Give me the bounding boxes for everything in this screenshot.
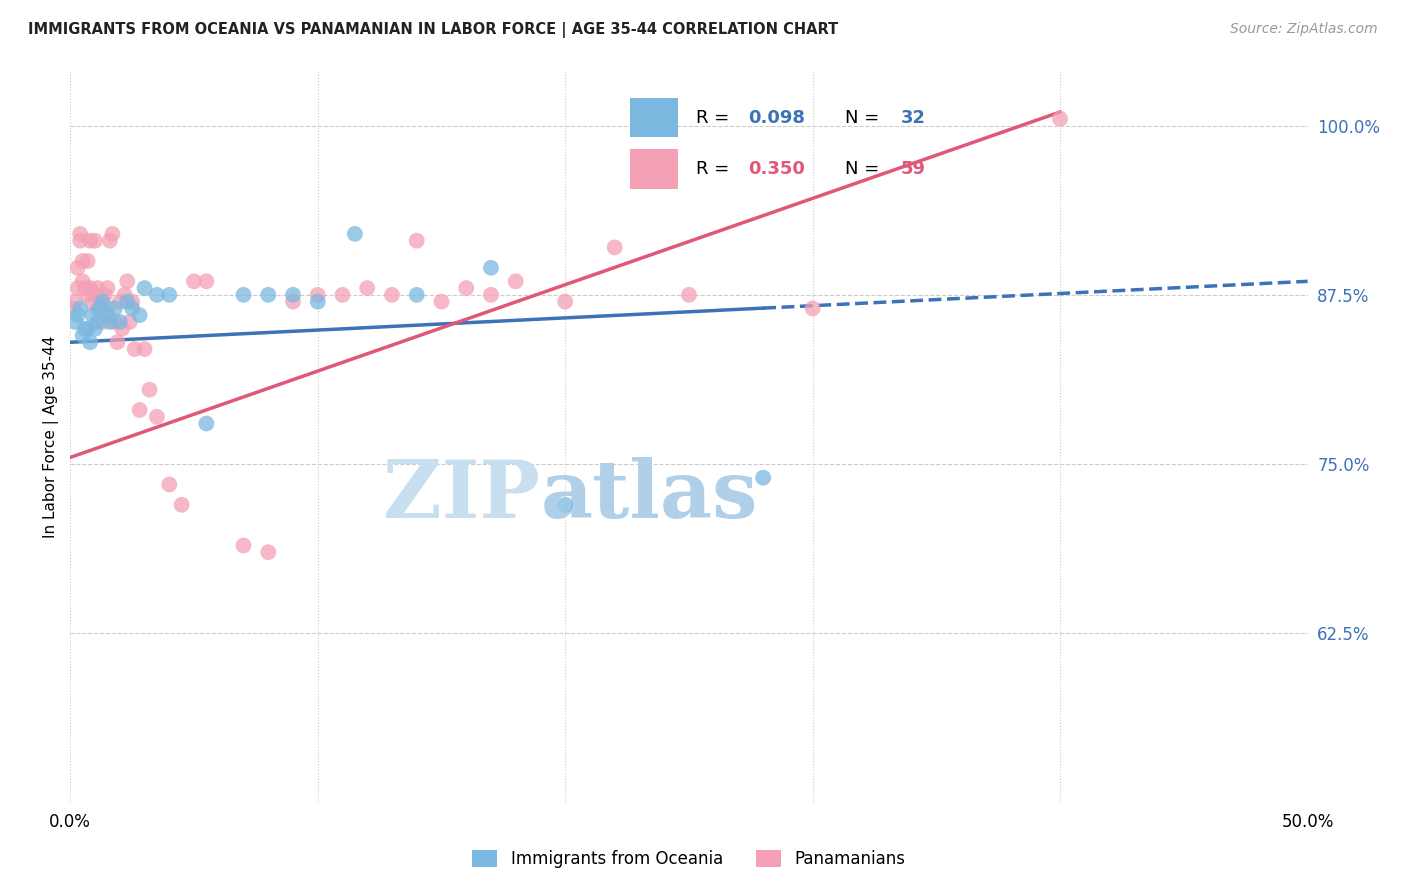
Point xyxy=(307,294,329,309)
Legend: Immigrants from Oceania, Panamanians: Immigrants from Oceania, Panamanians xyxy=(465,843,912,875)
Point xyxy=(121,301,143,316)
Point xyxy=(134,342,156,356)
Point xyxy=(75,322,97,336)
Point xyxy=(76,288,98,302)
Point xyxy=(98,315,121,329)
Point xyxy=(108,315,131,329)
Point xyxy=(66,260,89,275)
Point xyxy=(101,227,124,241)
Point xyxy=(62,301,84,316)
Point xyxy=(118,315,141,329)
Point xyxy=(157,477,180,491)
Point xyxy=(82,308,104,322)
Point xyxy=(105,335,128,350)
Point xyxy=(456,281,478,295)
Point xyxy=(72,274,94,288)
Point xyxy=(66,281,89,295)
Point xyxy=(307,288,329,302)
Point xyxy=(89,301,111,316)
Point xyxy=(115,294,138,309)
Point xyxy=(79,335,101,350)
Point xyxy=(281,294,304,309)
Point xyxy=(257,288,280,302)
Text: Source: ZipAtlas.com: Source: ZipAtlas.com xyxy=(1230,22,1378,37)
Point xyxy=(801,301,824,316)
Point xyxy=(86,301,108,316)
Point xyxy=(752,471,775,485)
Point xyxy=(79,234,101,248)
Text: atlas: atlas xyxy=(540,457,758,534)
Point xyxy=(257,545,280,559)
Point xyxy=(72,328,94,343)
Point xyxy=(505,274,527,288)
Point xyxy=(232,538,254,552)
Point xyxy=(183,274,205,288)
Point xyxy=(124,342,146,356)
Point xyxy=(108,294,131,309)
Point xyxy=(128,308,150,322)
Text: ZIP: ZIP xyxy=(384,457,540,534)
Point xyxy=(91,315,114,329)
Point xyxy=(195,274,218,288)
Point xyxy=(65,294,87,309)
Point xyxy=(66,308,89,322)
Point xyxy=(84,234,107,248)
Point xyxy=(98,234,121,248)
Point xyxy=(115,274,138,288)
Point xyxy=(554,294,576,309)
Point xyxy=(381,288,404,302)
Point xyxy=(91,294,114,309)
Point xyxy=(75,281,97,295)
Point xyxy=(405,234,427,248)
Point xyxy=(79,281,101,295)
Point xyxy=(65,315,87,329)
Point xyxy=(76,254,98,268)
Point xyxy=(72,254,94,268)
Point xyxy=(82,294,104,309)
Point xyxy=(405,288,427,302)
Point xyxy=(479,260,502,275)
Point xyxy=(195,417,218,431)
Point xyxy=(76,322,98,336)
Text: IMMIGRANTS FROM OCEANIA VS PANAMANIAN IN LABOR FORCE | AGE 35-44 CORRELATION CHA: IMMIGRANTS FROM OCEANIA VS PANAMANIAN IN… xyxy=(28,22,838,38)
Point xyxy=(86,281,108,295)
Point xyxy=(69,234,91,248)
Point xyxy=(89,294,111,309)
Point xyxy=(170,498,193,512)
Point xyxy=(479,288,502,302)
Point xyxy=(138,383,160,397)
Point xyxy=(104,315,127,329)
Point xyxy=(554,498,576,512)
Point xyxy=(332,288,354,302)
Point xyxy=(111,322,134,336)
Point xyxy=(114,288,136,302)
Point xyxy=(84,322,107,336)
Point xyxy=(343,227,366,241)
Point xyxy=(94,288,117,302)
Y-axis label: In Labor Force | Age 35-44: In Labor Force | Age 35-44 xyxy=(44,336,59,538)
Point xyxy=(69,301,91,316)
Point xyxy=(157,288,180,302)
Point xyxy=(146,288,169,302)
Point xyxy=(96,301,118,316)
Point xyxy=(86,315,108,329)
Point xyxy=(96,308,118,322)
Point xyxy=(430,294,453,309)
Point xyxy=(146,409,169,424)
Point xyxy=(84,288,107,302)
Point xyxy=(1049,112,1071,126)
Point xyxy=(104,301,127,316)
Point xyxy=(96,281,118,295)
Point xyxy=(69,227,91,241)
Point xyxy=(603,240,626,254)
Point xyxy=(678,288,700,302)
Point xyxy=(281,288,304,302)
Point xyxy=(134,281,156,295)
Point xyxy=(128,403,150,417)
Point xyxy=(232,288,254,302)
Point xyxy=(121,294,143,309)
Point xyxy=(356,281,378,295)
